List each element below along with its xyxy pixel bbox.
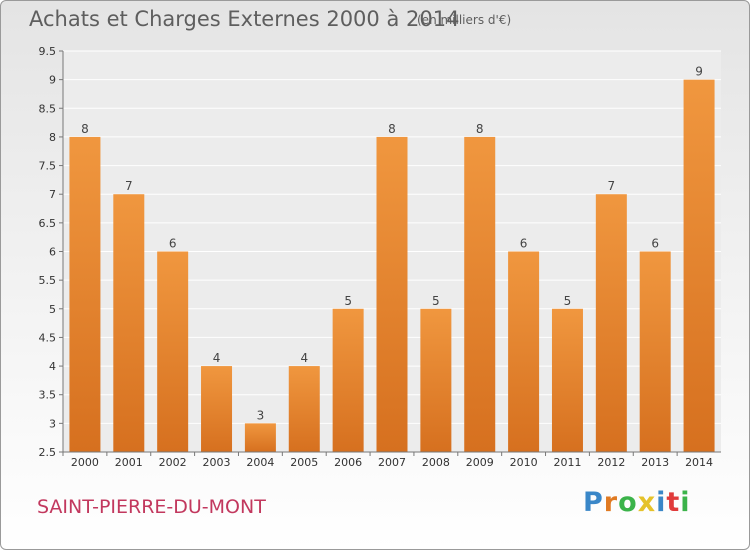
- bar: [639, 251, 671, 452]
- logo-letter: i: [680, 487, 691, 518]
- x-tick-label: 2009: [466, 456, 494, 469]
- y-tick-label: 8: [49, 131, 56, 144]
- bar: [376, 136, 408, 452]
- bar: [288, 366, 320, 452]
- bar: [332, 308, 364, 452]
- y-tick-label: 6.5: [39, 217, 57, 230]
- bar: [201, 366, 233, 452]
- data-label: 6: [169, 237, 177, 251]
- logo-letter: P: [583, 487, 604, 518]
- y-tick-label: 4: [49, 360, 56, 373]
- data-label: 4: [300, 351, 308, 365]
- x-tick-label: 2004: [246, 456, 274, 469]
- x-tick-label: 2002: [159, 456, 187, 469]
- logo-letter: r: [603, 487, 619, 518]
- commune-name: SAINT-PIERRE-DU-MONT: [37, 496, 266, 518]
- chart-subtitle: (en milliers d'€): [417, 13, 512, 27]
- bar: [157, 251, 189, 452]
- bar: [69, 136, 101, 452]
- logo-letter: x: [637, 487, 657, 518]
- data-label: 5: [564, 294, 572, 308]
- data-label: 8: [476, 122, 484, 136]
- chart-title: Achats et Charges Externes 2000 à 2014: [29, 7, 460, 31]
- data-label: 7: [608, 179, 616, 193]
- x-tick-label: 2003: [203, 456, 231, 469]
- y-tick-label: 7: [49, 188, 56, 201]
- data-label: 7: [125, 179, 133, 193]
- logo-letter: o: [618, 487, 638, 518]
- data-label: 8: [81, 122, 89, 136]
- y-tick-label: 9.5: [39, 45, 57, 58]
- bar: [464, 136, 496, 452]
- x-tick-label: 2007: [378, 456, 406, 469]
- logo-letter: t: [666, 487, 681, 518]
- x-tick-label: 2013: [641, 456, 669, 469]
- y-tick-label: 5: [49, 303, 56, 316]
- data-label: 4: [213, 351, 221, 365]
- x-tick-label: 2006: [334, 456, 362, 469]
- data-label: 8: [388, 122, 396, 136]
- y-tick-label: 2.5: [39, 446, 57, 459]
- y-tick-label: 5.5: [39, 274, 57, 287]
- x-tick-label: 2001: [115, 456, 143, 469]
- data-label: 3: [257, 408, 265, 422]
- x-tick-label: 2005: [290, 456, 318, 469]
- y-tick-label: 3: [49, 417, 56, 430]
- bar: [244, 423, 276, 452]
- y-tick-label: 6: [49, 246, 56, 259]
- bar: [508, 251, 540, 452]
- x-tick-label: 2012: [597, 456, 625, 469]
- data-label: 5: [344, 294, 352, 308]
- data-label: 9: [695, 65, 703, 79]
- bar: [595, 194, 627, 452]
- y-tick-label: 3.5: [39, 389, 57, 402]
- data-label: 6: [651, 237, 659, 251]
- bar: [683, 79, 715, 453]
- x-tick-label: 2014: [685, 456, 713, 469]
- bar: [113, 194, 145, 452]
- y-tick-label: 9: [49, 74, 56, 87]
- x-tick-label: 2008: [422, 456, 450, 469]
- logo-letter: i: [656, 487, 667, 518]
- proxiti-logo: Proxiti: [583, 487, 691, 518]
- y-tick-label: 7.5: [39, 160, 57, 173]
- x-tick-label: 2011: [553, 456, 581, 469]
- x-tick-label: 2000: [71, 456, 99, 469]
- bar: [551, 308, 583, 452]
- bar: [420, 308, 452, 452]
- data-label: 6: [520, 237, 528, 251]
- y-tick-label: 4.5: [39, 331, 57, 344]
- x-tick-label: 2010: [510, 456, 538, 469]
- y-tick-label: 8.5: [39, 102, 57, 115]
- data-label: 5: [432, 294, 440, 308]
